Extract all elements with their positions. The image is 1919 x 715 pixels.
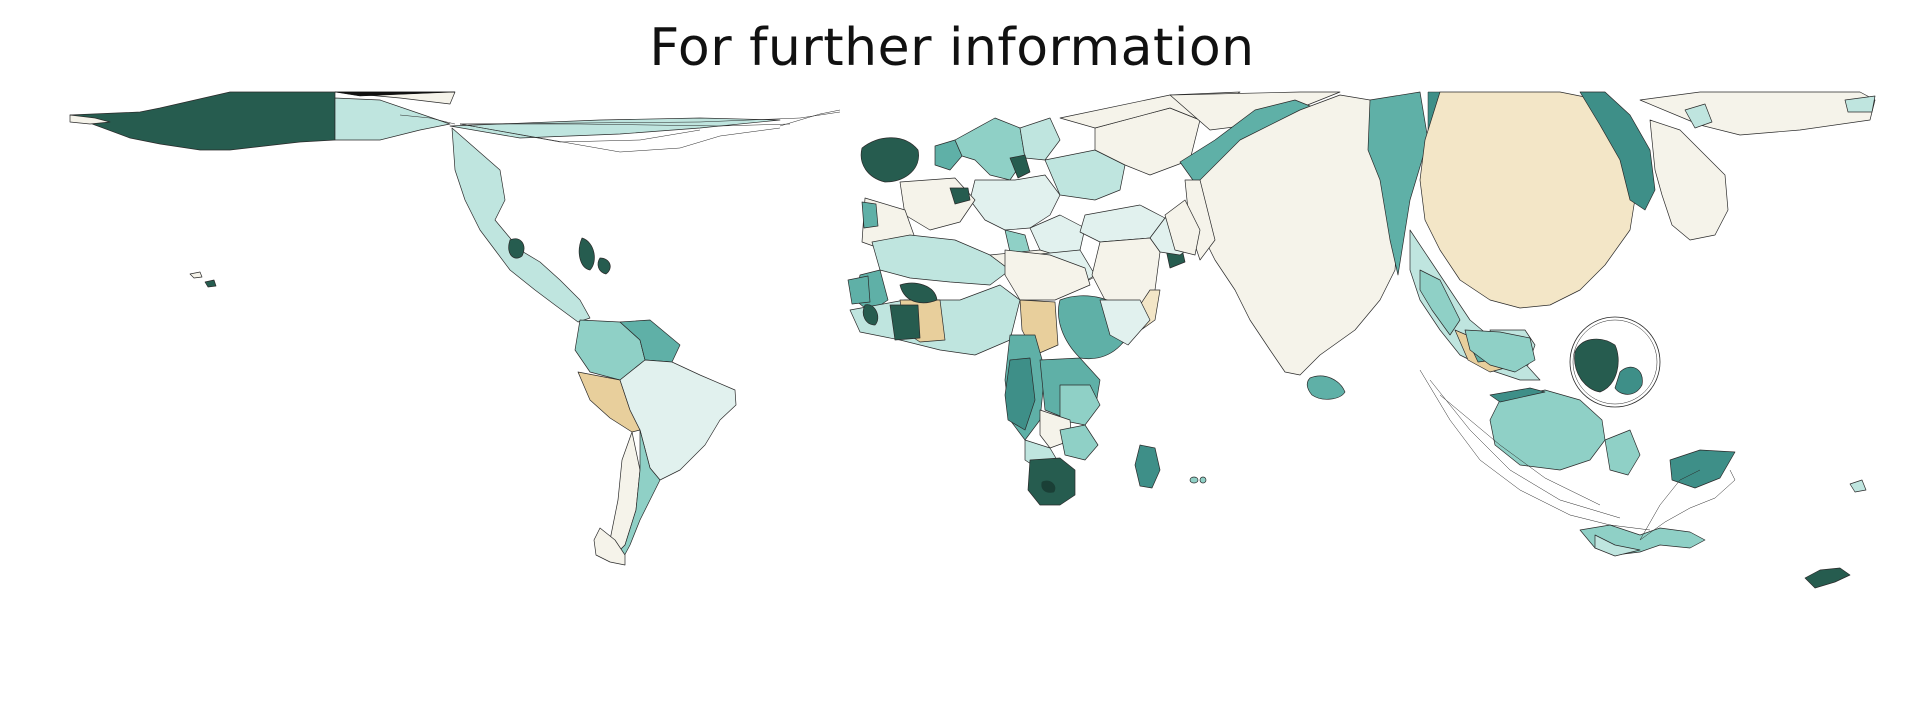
region-africa: [847, 234, 1346, 506]
region-caribbean-3: [597, 257, 611, 275]
region-philippines-east: [1614, 366, 1643, 395]
region-indonesia-dark: [1489, 387, 1546, 403]
region-japan: [1649, 119, 1729, 241]
region-baltic: [1009, 154, 1031, 179]
region-brazil: [619, 359, 737, 481]
region-island-2: [1199, 476, 1207, 484]
region-kenya: [1059, 384, 1101, 426]
region-latin-america: [451, 127, 737, 566]
region-southern_africa: [1027, 457, 1076, 506]
region-north_africa_west: [871, 234, 1011, 286]
region-scandinavia: [954, 117, 1026, 181]
region-indonesia: [1489, 389, 1606, 471]
region-guinea: [847, 275, 871, 305]
region-patagonia: [593, 527, 626, 566]
region-belgium: [949, 187, 971, 205]
region-philippines_ring: [1569, 316, 1661, 408]
region-finland: [1019, 117, 1061, 161]
region-mozambique: [1059, 424, 1099, 461]
region-portugal: [861, 201, 879, 229]
region-afghanistan: [1164, 199, 1201, 256]
region-taiwan: [1684, 103, 1713, 129]
region-europe_central: [969, 174, 1061, 231]
region-malaysia: [1464, 329, 1536, 373]
region-uk: [860, 137, 919, 183]
region-teal-dark: [204, 279, 217, 288]
region-nigeria: [889, 304, 921, 341]
region-norway: [934, 139, 963, 171]
region-new_zealand: [1804, 567, 1851, 589]
region-caribbean-2: [578, 237, 595, 271]
region-png: [1669, 449, 1736, 489]
small-islands: [189, 95, 1876, 493]
region-mint: [1844, 95, 1876, 113]
region-korea: [1579, 91, 1656, 211]
region-senegal: [862, 304, 879, 326]
region-borneo: [1604, 429, 1641, 476]
region-north_america_canada: [69, 91, 336, 151]
region-madagascar: [1134, 444, 1161, 489]
region-caribbean: [508, 238, 525, 259]
region-north_america_us: [334, 97, 451, 141]
region-philippines-main: [1574, 338, 1619, 393]
region-asia: [1164, 91, 1876, 589]
region-sahel: [1004, 249, 1091, 301]
region-north-america: [69, 91, 841, 153]
region-australia-west: [1594, 534, 1641, 557]
region-ghana: [899, 282, 938, 304]
region-central_america: [451, 127, 591, 323]
region-somalia: [1099, 299, 1151, 346]
region-alaska-west: [69, 114, 111, 125]
region-russia_east: [1367, 91, 1429, 276]
region-chile: [609, 431, 641, 556]
region-myanmar: [1419, 269, 1461, 336]
region-island-1: [1189, 476, 1199, 484]
region-argentina: [609, 429, 661, 561]
region-cream: [189, 271, 203, 279]
region-drc: [1004, 357, 1036, 431]
map-title: For further information: [649, 18, 1255, 78]
region-india: [1199, 94, 1401, 376]
region-mint: [1849, 479, 1867, 493]
region-france: [899, 177, 976, 231]
region-sri-lanka: [1306, 375, 1346, 400]
